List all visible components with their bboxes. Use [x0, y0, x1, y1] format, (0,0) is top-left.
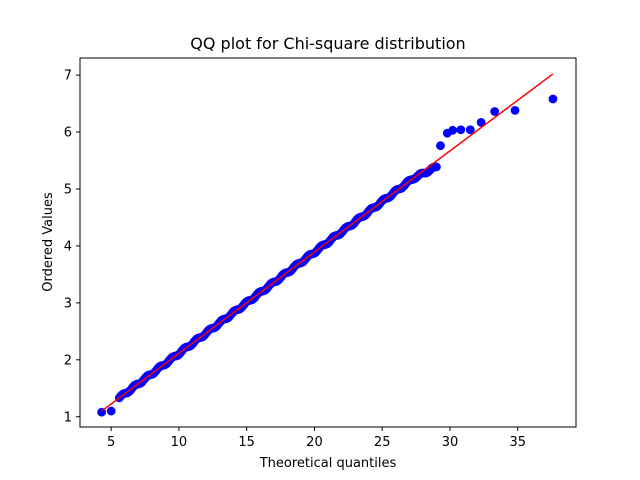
x-tick-label: 5 [107, 435, 115, 450]
y-tick-label: 2 [64, 353, 72, 368]
y-axis: 1 2 3 4 5 6 7 [64, 69, 80, 425]
data-point [465, 125, 475, 135]
x-tick-label: 30 [442, 435, 459, 450]
fit-line [101, 73, 554, 412]
data-point [476, 117, 486, 127]
y-tick-label: 5 [64, 182, 72, 197]
data-point [548, 94, 558, 104]
data-point [436, 141, 445, 151]
x-tick-label: 15 [238, 435, 255, 450]
data-point [448, 125, 458, 135]
y-tick-label: 4 [64, 239, 72, 254]
y-tick-label: 1 [64, 410, 72, 425]
x-axis: 5 10 15 20 25 30 35 [107, 427, 526, 450]
axes-frame [79, 57, 577, 428]
chart-title: QQ plot for Chi-square distribution [190, 34, 465, 53]
x-tick-label: 10 [171, 435, 188, 450]
y-tick-label: 3 [64, 296, 72, 311]
data-point [432, 162, 441, 172]
y-axis-label: Ordered Values [41, 192, 56, 292]
data-point [510, 105, 520, 115]
x-tick-label: 20 [306, 435, 323, 450]
x-tick-label: 35 [509, 435, 526, 450]
data-point [490, 107, 500, 116]
data-point [106, 406, 116, 416]
plot-area [97, 73, 558, 417]
data-point [456, 125, 466, 135]
x-tick-label: 25 [374, 435, 391, 450]
x-axis-label: Theoretical quantiles [259, 456, 397, 471]
y-tick-label: 7 [64, 69, 72, 84]
y-tick-label: 6 [64, 126, 72, 141]
